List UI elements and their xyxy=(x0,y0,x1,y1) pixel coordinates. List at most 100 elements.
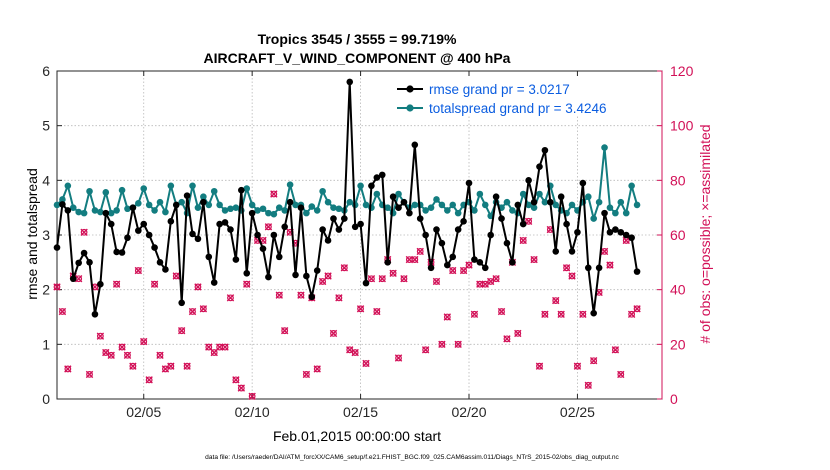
obs-assimilated-marker xyxy=(243,280,251,288)
obs-assimilated-marker xyxy=(411,255,419,264)
obs-assimilated-marker xyxy=(606,261,614,269)
rmse-point xyxy=(509,259,516,266)
rmse-point xyxy=(633,268,641,275)
obs-count-point xyxy=(134,266,143,275)
obs-possible-marker xyxy=(492,275,500,283)
rmse-point xyxy=(210,279,218,286)
obs-assimilated-marker xyxy=(183,362,191,370)
totalspread-point xyxy=(167,182,175,190)
totalspread-point xyxy=(205,201,213,209)
rmse-point xyxy=(135,227,142,234)
obs-assimilated-marker xyxy=(351,348,359,357)
obs-count-point xyxy=(140,337,148,346)
obs-count-point xyxy=(210,348,218,357)
rmse-point xyxy=(216,220,223,228)
obs-possible-marker xyxy=(335,294,343,302)
obs-count-point xyxy=(356,305,365,313)
rmse-point xyxy=(107,220,115,228)
obs-count-point xyxy=(156,351,164,359)
rmse-point xyxy=(281,223,288,231)
obs-assimilated-marker xyxy=(503,335,511,343)
obs-possible-marker xyxy=(525,217,533,225)
obs-possible-marker xyxy=(389,269,397,277)
obs-count-point xyxy=(324,272,332,280)
obs-count-point xyxy=(606,261,614,269)
obs-count-point xyxy=(183,362,191,370)
rmse-point xyxy=(384,259,391,266)
obs-possible-marker xyxy=(454,340,462,348)
obs-assimilated-marker xyxy=(280,326,289,335)
obs-assimilated-marker xyxy=(562,264,571,272)
obs-count-point xyxy=(53,283,61,291)
obs-possible-marker xyxy=(514,330,522,337)
totalspread-point xyxy=(330,204,337,211)
obs-assimilated-marker xyxy=(584,381,592,390)
rmse-point xyxy=(411,141,419,149)
totalspread-point xyxy=(265,209,272,217)
legend: rmse grand pr = 3.0217 totalspread grand… xyxy=(393,76,657,116)
obs-assimilated-marker xyxy=(541,310,549,318)
obs-assimilated-marker xyxy=(118,343,126,351)
rmse-point xyxy=(124,234,131,242)
obs-count-point xyxy=(313,365,321,373)
obs-possible-marker xyxy=(140,338,148,346)
totalspread-point xyxy=(438,201,446,209)
obs-possible-marker xyxy=(519,237,527,244)
obs-assimilated-marker xyxy=(275,291,283,299)
plot-marks xyxy=(53,78,641,400)
rmse-point xyxy=(330,215,337,222)
rmse-point xyxy=(86,259,93,266)
rmse-point xyxy=(590,309,597,317)
obs-assimilated-marker xyxy=(443,313,452,321)
obs-possible-marker xyxy=(395,354,402,362)
obs-possible-marker xyxy=(194,283,202,291)
obs-count-point xyxy=(416,247,424,256)
y2-tick-label-120: 120 xyxy=(670,63,694,79)
y2-tick-label-60: 60 xyxy=(670,227,686,243)
obs-count-point xyxy=(530,255,538,264)
obs-count-point xyxy=(389,269,397,277)
obs-assimilated-marker xyxy=(465,261,473,269)
obs-count-point xyxy=(129,362,137,370)
obs-assimilated-marker xyxy=(373,307,381,316)
obs-possible-marker xyxy=(433,278,440,285)
totalspread-point xyxy=(454,209,462,217)
obs-assimilated-marker xyxy=(459,266,468,275)
obs-possible-marker xyxy=(557,310,565,318)
totalspread-point xyxy=(525,201,532,209)
obs-assimilated-marker xyxy=(492,275,500,283)
obs-count-point xyxy=(514,329,522,338)
obs-count-point xyxy=(297,291,305,299)
totalspread-point xyxy=(107,209,115,217)
obs-count-point xyxy=(112,280,121,288)
rmse-point xyxy=(628,234,635,242)
rmse-point xyxy=(324,237,332,244)
totalspread-point xyxy=(476,190,484,198)
rmse-point xyxy=(530,198,538,206)
obs-possible-marker xyxy=(313,365,321,373)
totalspread-point xyxy=(64,182,72,190)
obs-assimilated-marker xyxy=(226,294,235,302)
obs-assimilated-marker xyxy=(318,277,327,286)
obs-possible-marker xyxy=(465,261,473,269)
rmse-point xyxy=(172,201,180,209)
obs-assimilated-marker xyxy=(248,392,256,400)
totalspread-point xyxy=(75,208,82,216)
obs-possible-marker xyxy=(80,228,88,236)
obs-possible-marker xyxy=(552,297,560,305)
obs-assimilated-marker xyxy=(552,296,560,305)
obs-count-point xyxy=(118,343,126,351)
obs-assimilated-marker xyxy=(221,343,229,351)
rmse-point xyxy=(492,193,500,201)
obs-count-point xyxy=(123,351,132,359)
obs-possible-marker xyxy=(606,261,614,269)
totalspread-point xyxy=(530,204,538,211)
obs-possible-marker xyxy=(270,190,278,198)
rmse-point xyxy=(97,280,104,288)
obs-assimilated-marker xyxy=(622,236,630,245)
rmse-point xyxy=(178,299,185,307)
totalspread-point xyxy=(433,196,440,203)
totalspread-point xyxy=(449,201,457,209)
obs-count-point xyxy=(232,376,240,384)
obs-count-point xyxy=(497,307,506,316)
